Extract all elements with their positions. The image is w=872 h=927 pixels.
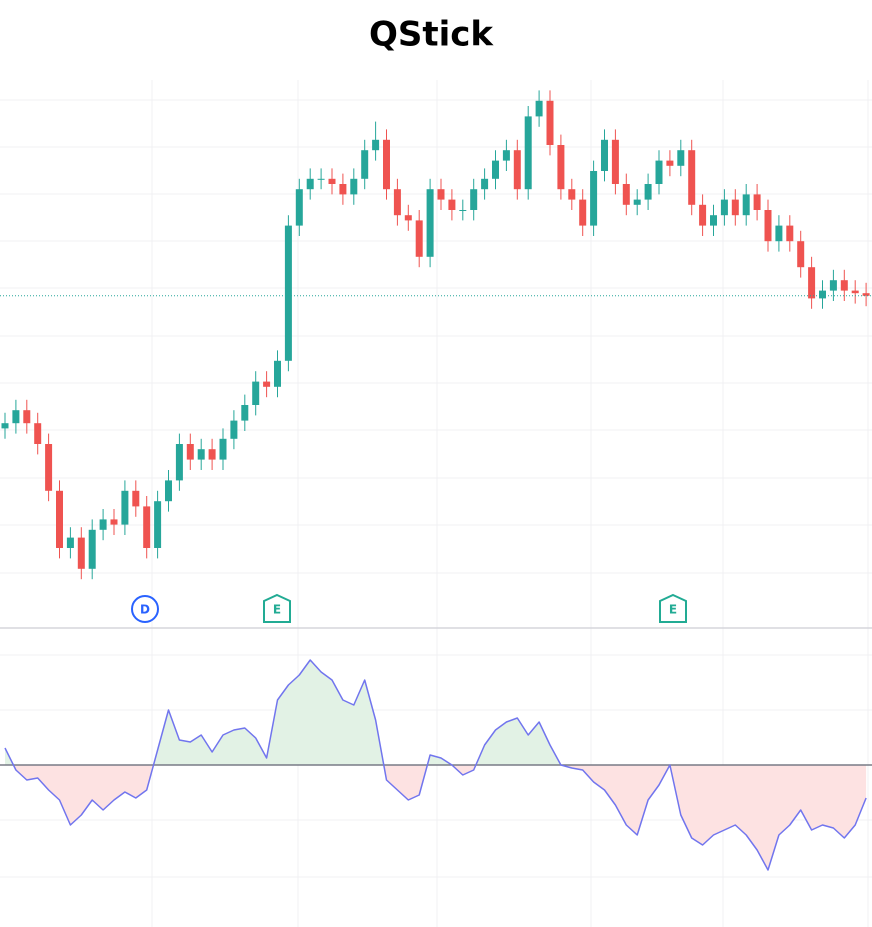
candle-body — [840, 280, 848, 291]
candle-body — [295, 189, 303, 226]
candle-body — [797, 241, 805, 268]
candle-body — [219, 438, 227, 460]
candle-body — [339, 184, 347, 195]
candle-body — [121, 490, 129, 525]
candle-body — [284, 225, 292, 361]
candle-body — [666, 160, 674, 166]
candle-body — [535, 100, 543, 117]
candle-body — [12, 410, 20, 424]
candle-body — [426, 189, 434, 257]
candle-body — [655, 160, 663, 184]
candle-body — [481, 178, 489, 190]
candle-body — [208, 449, 216, 460]
candle-body — [513, 150, 521, 190]
candle-body — [611, 139, 619, 184]
event-marker[interactable]: E — [659, 593, 687, 623]
candle-body — [677, 150, 685, 166]
candle-body — [644, 184, 652, 200]
candle-body — [720, 199, 728, 216]
candle-body — [197, 449, 205, 460]
candle-body — [786, 225, 794, 242]
candle-body — [23, 410, 31, 424]
candle-body — [372, 139, 380, 151]
candle-body — [143, 506, 151, 548]
candle-body — [459, 210, 467, 211]
candle-body — [99, 519, 107, 530]
candle-body — [415, 220, 423, 257]
candle-body — [165, 480, 172, 502]
event-marker[interactable]: D — [131, 595, 159, 623]
candle-body — [66, 537, 74, 548]
candle-body — [633, 199, 641, 205]
candle-body — [274, 360, 281, 387]
candle-body — [230, 420, 238, 439]
candle-body — [819, 290, 826, 299]
candle-body — [590, 171, 598, 226]
candle-body — [88, 529, 96, 569]
candle-body — [742, 194, 750, 216]
event-label: D — [140, 603, 150, 617]
candle-body — [77, 537, 85, 569]
candle-body — [622, 184, 630, 205]
candle-body — [383, 139, 390, 190]
candle-body — [263, 381, 271, 387]
candle-body — [862, 293, 870, 296]
candle-body — [241, 405, 249, 421]
gridlines — [0, 80, 872, 927]
candle-body — [45, 444, 53, 491]
qstick-line — [4, 659, 867, 871]
candle-body — [579, 199, 587, 226]
candle-body — [34, 423, 42, 444]
candle-body — [601, 139, 608, 171]
candle-body — [851, 290, 859, 294]
candle-body — [710, 215, 717, 226]
candle-body — [110, 519, 118, 525]
candle-body — [546, 100, 554, 145]
candle-body — [699, 204, 707, 226]
candle-body — [775, 225, 783, 242]
chart-title: QStick — [369, 15, 494, 55]
candle-body — [568, 189, 576, 200]
event-marker[interactable]: E — [263, 593, 291, 623]
event-label: E — [273, 603, 281, 617]
qstick-fill-negative — [5, 765, 867, 870]
candle-body — [404, 215, 412, 221]
candle-body — [808, 267, 816, 299]
event-label: E — [669, 603, 677, 617]
candle-body — [470, 189, 478, 210]
candle-body — [492, 160, 499, 179]
candle-body — [1, 423, 9, 429]
candle-body — [448, 199, 456, 210]
candle-body — [350, 178, 358, 195]
candle-body — [175, 444, 183, 481]
candle-body — [56, 490, 63, 548]
candle-body — [829, 280, 837, 291]
candle-body — [393, 189, 401, 216]
candle-body — [154, 501, 162, 548]
candle-body — [186, 444, 194, 460]
candle-body — [328, 178, 336, 184]
candle-body — [557, 145, 565, 190]
candle-body — [306, 178, 314, 190]
candle-body — [437, 189, 445, 200]
candle-body — [502, 150, 510, 161]
candle-body — [731, 199, 739, 216]
candle-body — [524, 116, 532, 190]
candle-body — [753, 194, 761, 210]
candle-body — [132, 490, 140, 507]
candle-body — [764, 210, 772, 242]
candle-body — [361, 150, 369, 179]
candle-body — [317, 178, 325, 180]
candle-body — [688, 150, 696, 205]
candle-body — [252, 381, 260, 405]
